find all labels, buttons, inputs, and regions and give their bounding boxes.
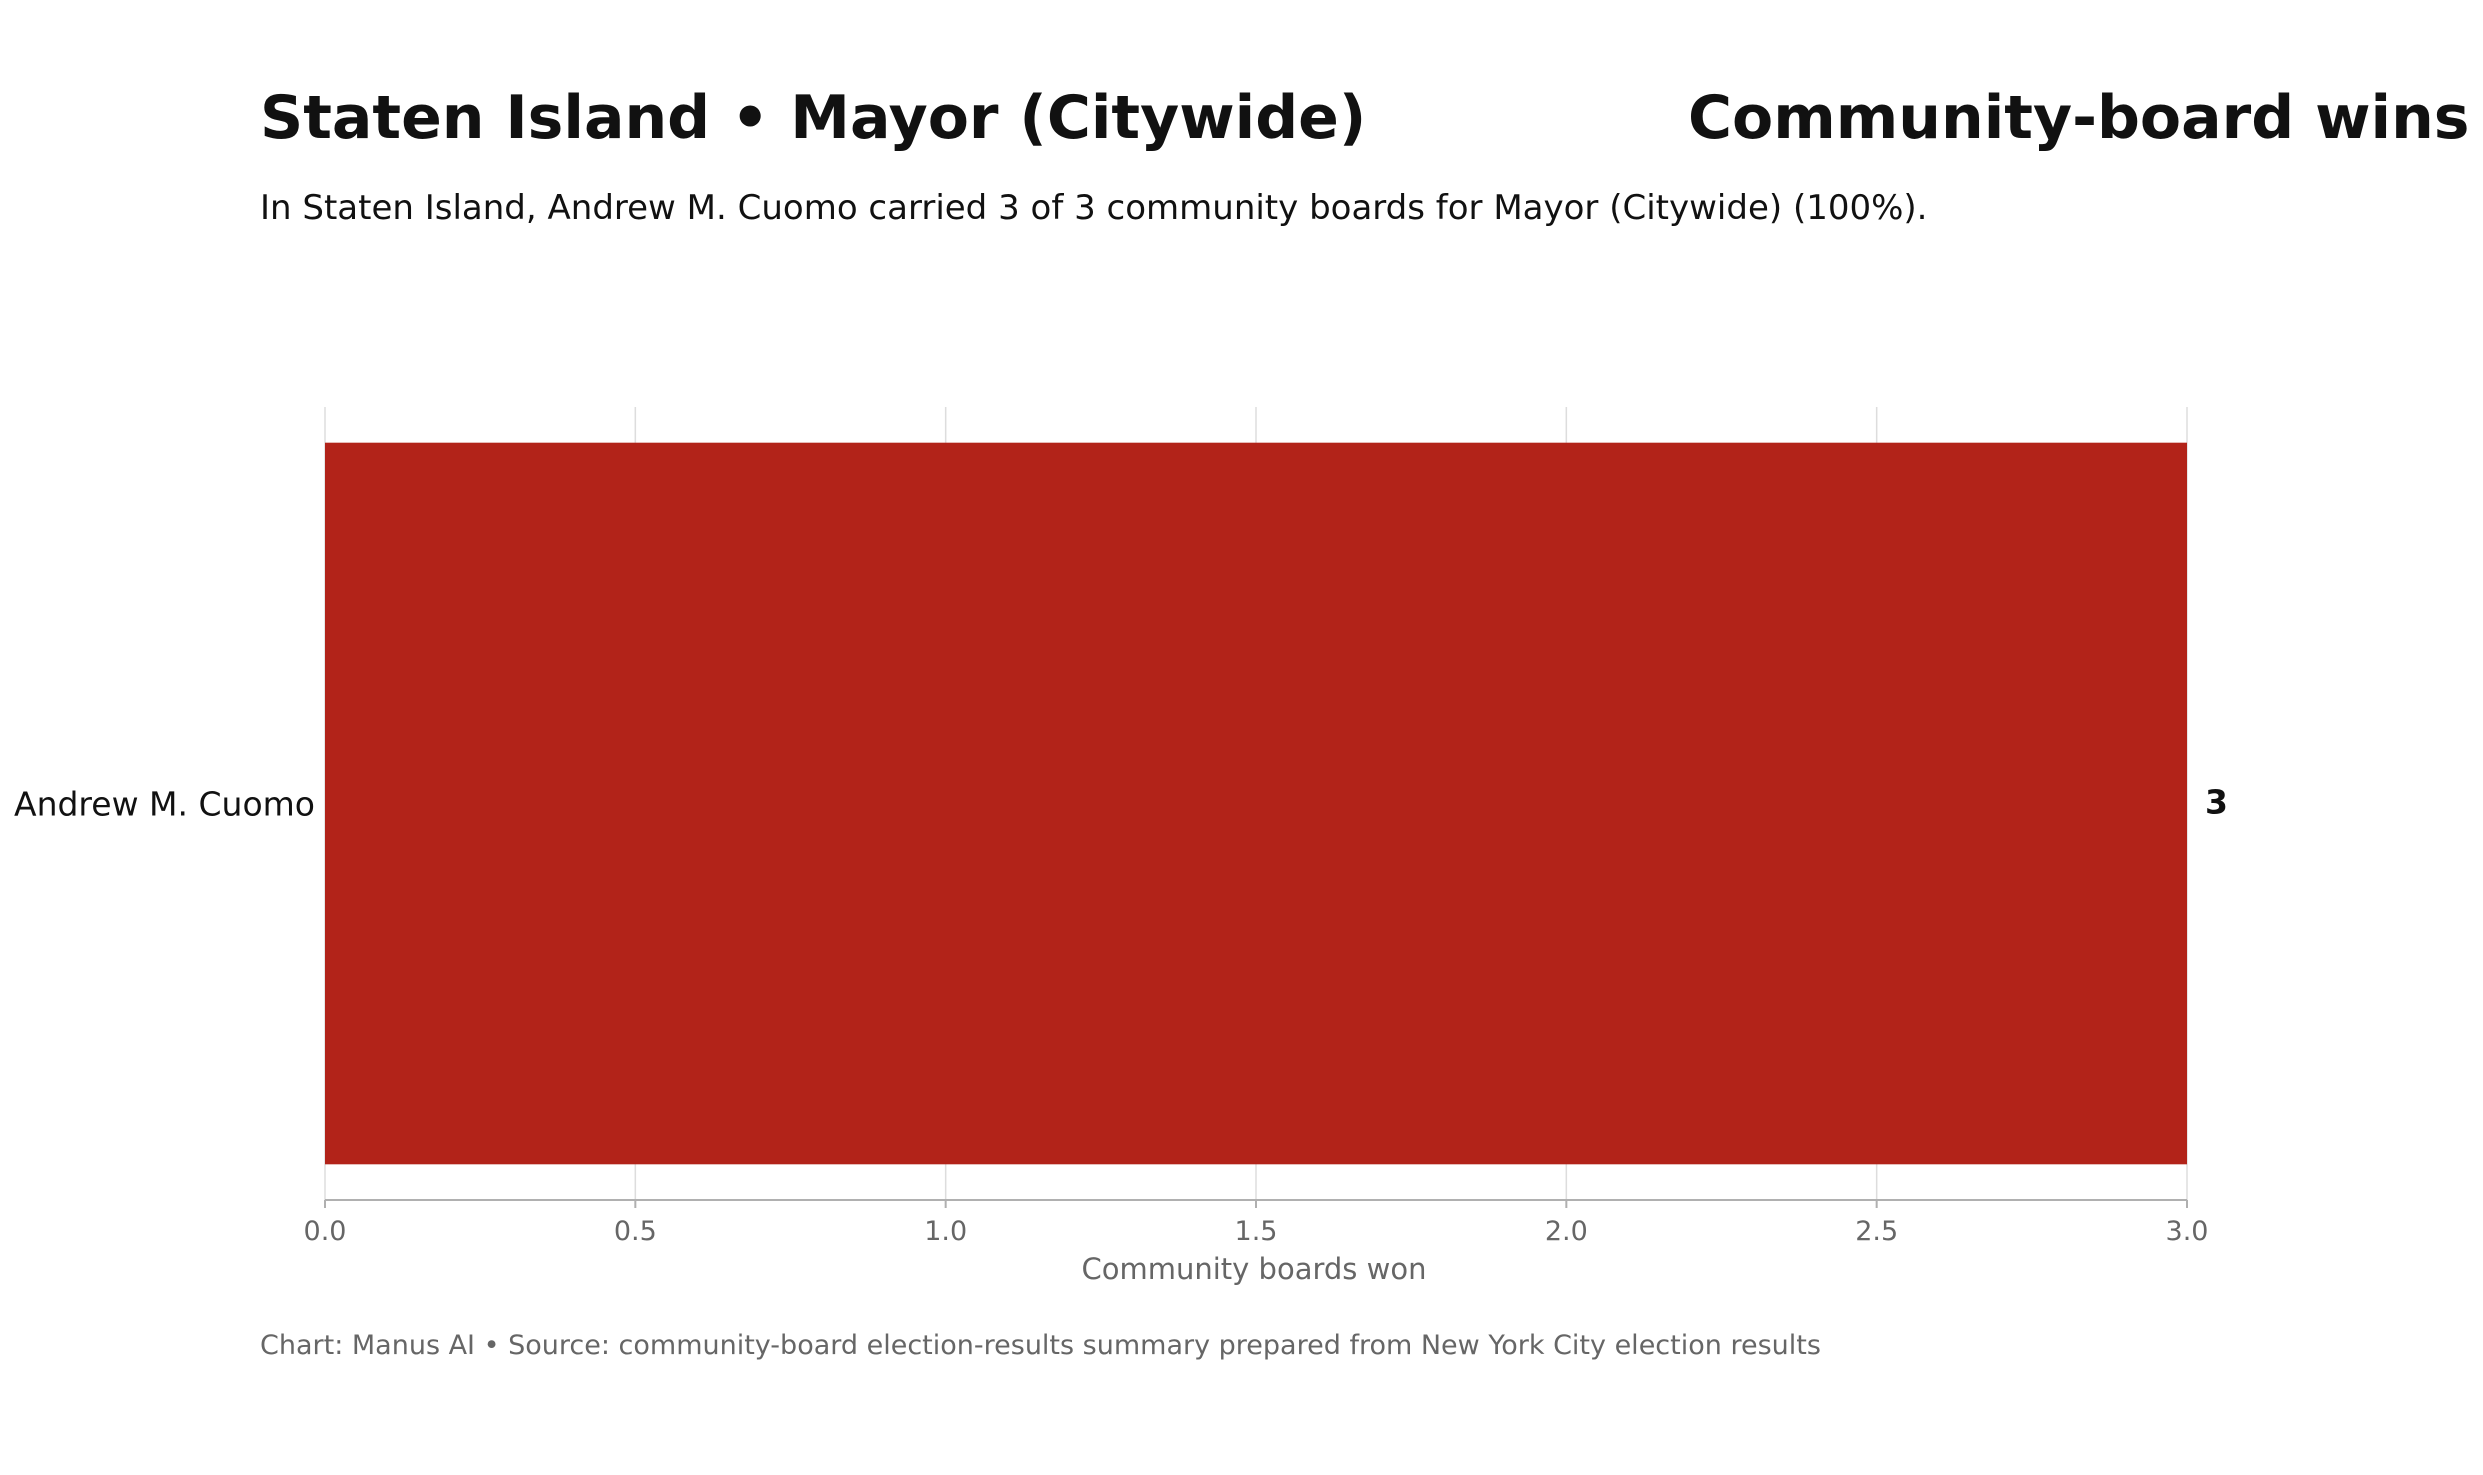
category-labels: Andrew M. Cuomo (14, 785, 315, 824)
x-axis-label: Community boards won (1082, 1252, 1427, 1286)
chart-subtitle: In Staten Island, Andrew M. Cuomo carrie… (260, 188, 1927, 228)
x-tick-label-6: 3.0 (2166, 1216, 2209, 1247)
chart-title-right: Community-board wins (1688, 83, 2470, 153)
value-label-0: 3 (2205, 783, 2228, 822)
value-labels: 3 (2205, 783, 2228, 822)
x-tick-label-5: 2.5 (1855, 1216, 1898, 1247)
footer-credit: Chart: Manus AI • Source: community-boar… (260, 1330, 1821, 1361)
chart-title: Staten Island • Mayor (Citywide) (260, 83, 1366, 153)
category-label-0: Andrew M. Cuomo (14, 785, 315, 824)
bars (325, 442, 2187, 1165)
x-tick-label-1: 0.5 (614, 1216, 657, 1247)
x-tick-label-2: 1.0 (924, 1216, 967, 1247)
x-axis-ticks: 0.0 0.5 1.0 1.5 2.0 2.5 3.0 (304, 1200, 2209, 1247)
x-tick-label-0: 0.0 (304, 1216, 347, 1247)
bar-0 (325, 442, 2187, 1165)
x-tick-label-3: 1.5 (1235, 1216, 1278, 1247)
x-tick-label-4: 2.0 (1545, 1216, 1588, 1247)
